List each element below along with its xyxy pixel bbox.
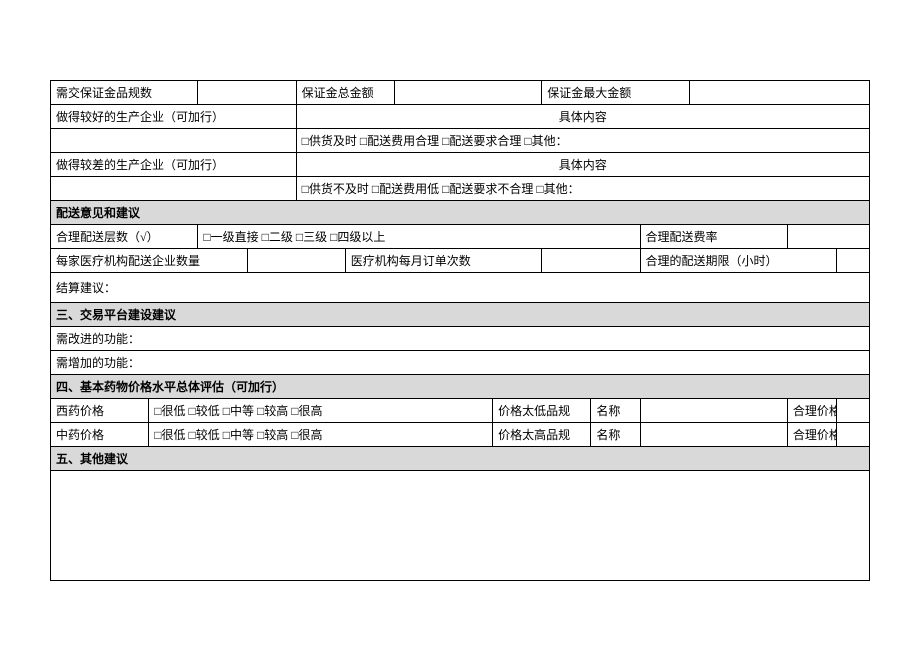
checkboxes-bad-delivery[interactable]: □供货不及时 □配送费用低 □配送要求不合理 □其他： [296, 177, 869, 201]
input-enterprise-count[interactable] [247, 249, 345, 273]
input-chinese-reasonable[interactable] [837, 423, 870, 447]
input-western-name[interactable] [640, 399, 787, 423]
checkboxes-chinese-price[interactable]: □很低 □较低 □中等 □较高 □很高 [149, 423, 493, 447]
checkboxes-good-delivery[interactable]: □供货及时 □配送费用合理 □配送要求合理 □其他： [296, 129, 869, 153]
header-section3: 三、交易平台建设建议 [51, 303, 870, 327]
label-western-name: 名称 [591, 399, 640, 423]
label-settlement[interactable]: 结算建议： [51, 273, 870, 303]
section-other: 五、其他建议 [51, 447, 870, 471]
label-delivery-tiers: 合理配送层数（√） [51, 225, 198, 249]
row-delivery-counts: 每家医疗机构配送企业数量 医疗机构每月订单次数 合理的配送期限（小时） [51, 249, 870, 273]
row-bad-enterprise: 做得较差的生产企业（可加行） 具体内容 [51, 153, 870, 177]
label-deposit-total: 保证金总金额 [296, 81, 394, 105]
section-platform: 三、交易平台建设建议 [51, 303, 870, 327]
label-deposit-spec: 需交保证金品规数 [51, 81, 198, 105]
label-western-low: 价格太低品规 [493, 399, 591, 423]
input-deposit-total[interactable] [394, 81, 541, 105]
row-improve: 需改进的功能： [51, 327, 870, 351]
label-deposit-max: 保证金最大金额 [542, 81, 689, 105]
row-western-drug: 西药价格 □很低 □较低 □中等 □较高 □很高 价格太低品规 名称 合理价格 [51, 399, 870, 423]
row-delivery-tiers: 合理配送层数（√） □一级直接 □二级 □三级 □四级以上 合理配送费率 [51, 225, 870, 249]
row-bad-options: □供货不及时 □配送费用低 □配送要求不合理 □其他： [51, 177, 870, 201]
section-delivery-advice: 配送意见和建议 [51, 201, 870, 225]
label-western: 西药价格 [51, 399, 149, 423]
input-order-count[interactable] [542, 249, 640, 273]
label-improve[interactable]: 需改进的功能： [51, 327, 870, 351]
row-good-options: □供货及时 □配送费用合理 □配送要求合理 □其他： [51, 129, 870, 153]
label-chinese: 中药价格 [51, 423, 149, 447]
row-chinese-drug: 中药价格 □很低 □较低 □中等 □较高 □很高 价格太高品规 名称 合理价格 [51, 423, 870, 447]
label-enterprise-count: 每家医疗机构配送企业数量 [51, 249, 248, 273]
label-order-count: 医疗机构每月订单次数 [345, 249, 542, 273]
input-deposit-spec[interactable] [198, 81, 296, 105]
label-add[interactable]: 需增加的功能： [51, 351, 870, 375]
input-chinese-name[interactable] [640, 423, 787, 447]
row-settlement: 结算建议： [51, 273, 870, 303]
input-deposit-max[interactable] [689, 81, 869, 105]
input-other-advice[interactable] [51, 471, 870, 581]
label-bad-enterprise: 做得较差的生产企业（可加行） [51, 153, 297, 177]
header-delivery: 配送意见和建议 [51, 201, 870, 225]
checkboxes-western-price[interactable]: □很低 □较低 □中等 □较高 □很高 [149, 399, 493, 423]
label-good-content: 具体内容 [296, 105, 869, 129]
input-bad-enterprise-name[interactable] [51, 177, 297, 201]
label-delivery-rate: 合理配送费率 [640, 225, 787, 249]
row-good-enterprise: 做得较好的生产企业（可加行） 具体内容 [51, 105, 870, 129]
label-chinese-high: 价格太高品规 [493, 423, 591, 447]
label-good-enterprise: 做得较好的生产企业（可加行） [51, 105, 297, 129]
input-good-enterprise-name[interactable] [51, 129, 297, 153]
label-delivery-period: 合理的配送期限（小时） [640, 249, 837, 273]
input-delivery-rate[interactable] [787, 225, 869, 249]
row-deposit: 需交保证金品规数 保证金总金额 保证金最大金额 [51, 81, 870, 105]
row-add: 需增加的功能： [51, 351, 870, 375]
section-drug-price: 四、基本药物价格水平总体评估（可加行） [51, 375, 870, 399]
label-chinese-reasonable: 合理价格 [787, 423, 836, 447]
label-western-reasonable: 合理价格 [787, 399, 836, 423]
input-western-reasonable[interactable] [837, 399, 870, 423]
label-chinese-name: 名称 [591, 423, 640, 447]
form-table: 需交保证金品规数 保证金总金额 保证金最大金额 做得较好的生产企业（可加行） 具… [50, 80, 870, 581]
checkboxes-delivery-tiers[interactable]: □一级直接 □二级 □三级 □四级以上 [198, 225, 640, 249]
row-other-content [51, 471, 870, 581]
label-bad-content: 具体内容 [296, 153, 869, 177]
input-delivery-period[interactable] [837, 249, 870, 273]
header-section4: 四、基本药物价格水平总体评估（可加行） [51, 375, 870, 399]
header-section5: 五、其他建议 [51, 447, 870, 471]
